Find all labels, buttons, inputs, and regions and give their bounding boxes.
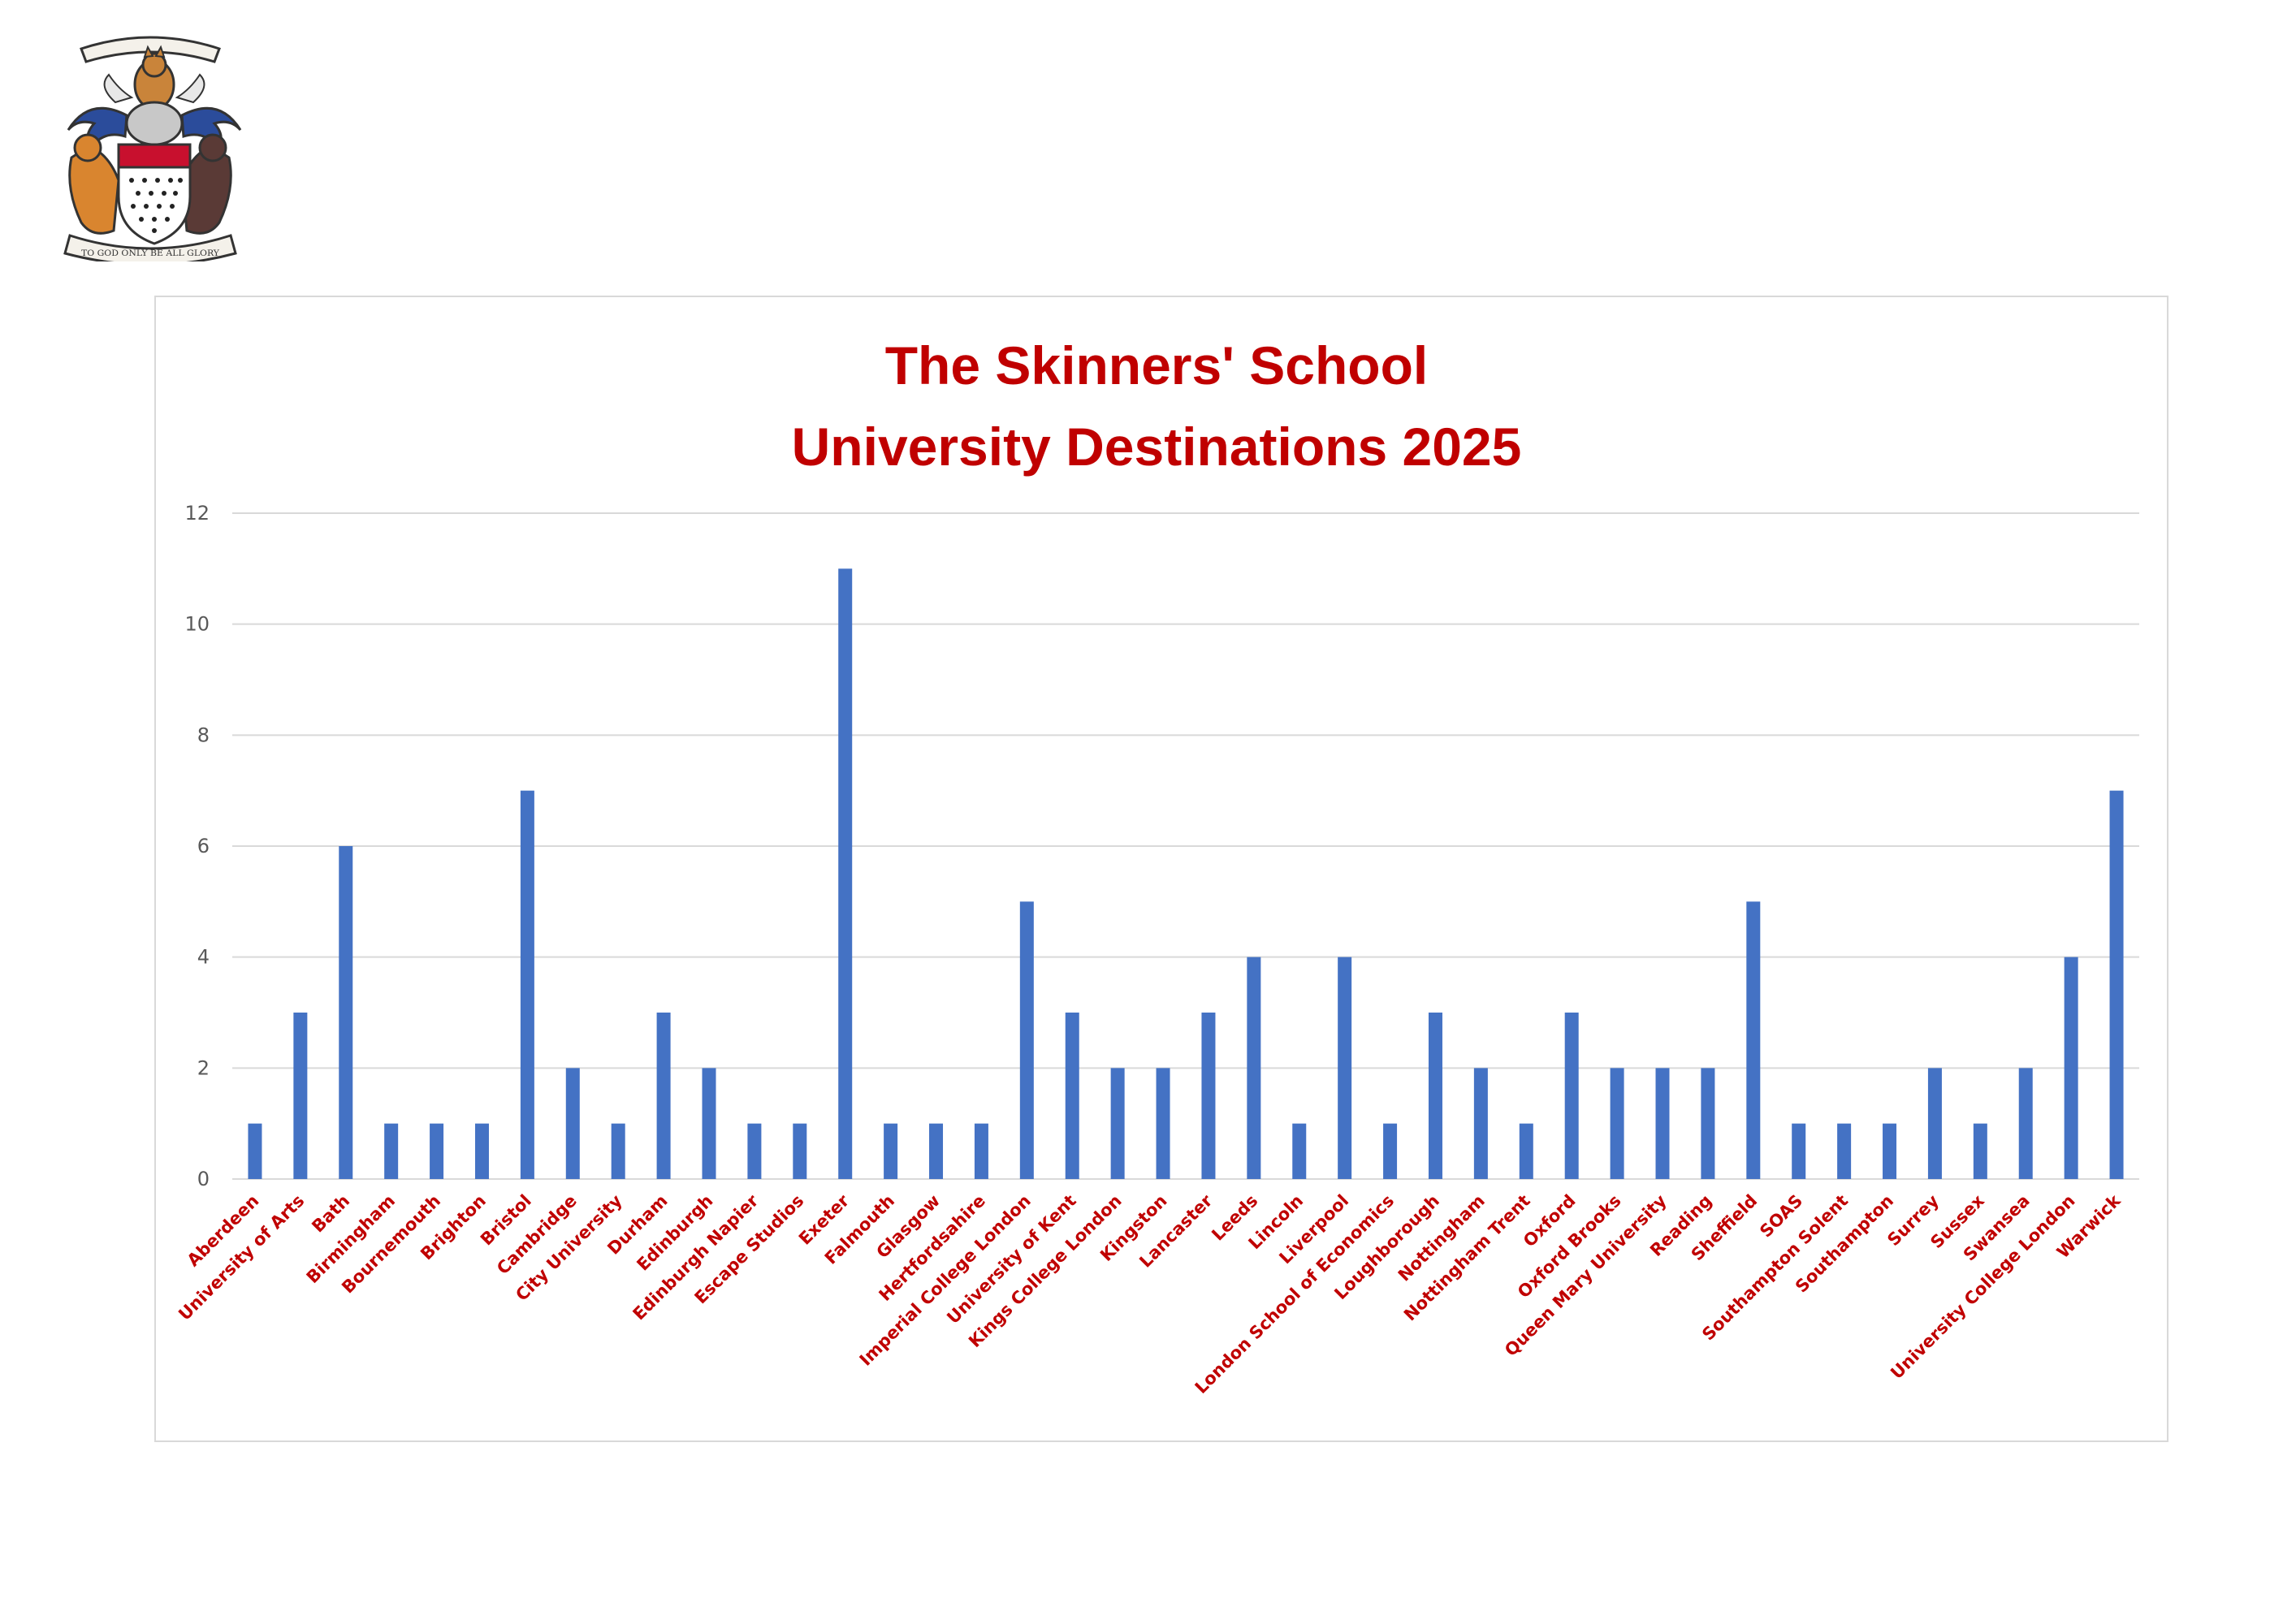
bar-kingston (1156, 1068, 1170, 1179)
y-tick-label: 4 (197, 946, 210, 969)
bar-nottingham-trent (1519, 1123, 1533, 1179)
bar-warwick (2109, 790, 2124, 1179)
bar-university-of-kent (1065, 1013, 1079, 1179)
bar-southampton-solent (1837, 1123, 1852, 1179)
y-axis-ticks: 0 2 4 6 8 10 12 (184, 502, 210, 1190)
y-tick-label: 6 (197, 835, 210, 857)
gridlines (232, 512, 2139, 1180)
bar-city-university (611, 1123, 625, 1179)
bars (248, 568, 2124, 1179)
bar-oxford (1564, 1013, 1579, 1179)
bar-university-college-london (2064, 957, 2078, 1179)
bar-sheffield (1746, 901, 1761, 1179)
chart-area (154, 296, 2168, 1442)
bar-reading (1701, 1068, 1715, 1179)
y-tick-label: 12 (184, 502, 210, 525)
bar-london-school-of-economics (1383, 1123, 1398, 1179)
bar-lincoln (1292, 1123, 1307, 1179)
bar-bournemouth (430, 1123, 444, 1179)
bar-leeds (1247, 957, 1261, 1179)
bar-soas (1792, 1123, 1806, 1179)
bar-imperial-college-london (1019, 901, 1034, 1179)
bar-oxford-brooks (1610, 1068, 1624, 1179)
bar-hertfordsahire (974, 1123, 988, 1179)
chart-title: The Skinners' School University Destinat… (0, 325, 2296, 487)
bar-exeter (838, 568, 853, 1179)
y-tick-label: 0 (197, 1168, 210, 1190)
school-crest-icon: TO GOD ONLY BE ALL GLORY (63, 36, 242, 261)
y-tick-label: 8 (197, 723, 210, 746)
bar-queen-mary-university (1655, 1068, 1670, 1179)
bar-university-of-arts (293, 1013, 308, 1179)
chart-title-line-1: The Skinners' School (884, 335, 1429, 395)
bar-lancaster (1201, 1013, 1216, 1179)
bar-birmingham (384, 1123, 399, 1179)
y-tick-label: 10 (184, 613, 210, 636)
chart-title-line-2: University Destinations 2025 (791, 417, 1522, 477)
bar-southampton (1883, 1123, 1897, 1179)
bar-glasgow (929, 1123, 944, 1179)
bar-kings-college-london (1110, 1068, 1125, 1179)
bar-sussex (1973, 1123, 1987, 1179)
bar-brighton (474, 1123, 489, 1179)
bar-aberdeen (248, 1123, 262, 1179)
crest-motto: TO GOD ONLY BE ALL GLORY (81, 249, 219, 258)
bar-edinburgh-napier (747, 1123, 762, 1179)
bar-loughborough (1428, 1013, 1442, 1179)
bar-nottingham (1473, 1068, 1488, 1179)
bar-surrey (1927, 1068, 1942, 1179)
bar-bristol (520, 790, 534, 1179)
bar-falmouth (884, 1123, 898, 1179)
bar-escape-studios (793, 1123, 807, 1179)
y-tick-label: 2 (197, 1056, 210, 1079)
bar-bath (339, 846, 353, 1179)
bar-swansea (2018, 1068, 2033, 1179)
bar-cambridge (565, 1068, 580, 1179)
bar-edinburgh (702, 1068, 716, 1179)
bar-liverpool (1338, 957, 1352, 1179)
bar-durham (656, 1013, 671, 1179)
